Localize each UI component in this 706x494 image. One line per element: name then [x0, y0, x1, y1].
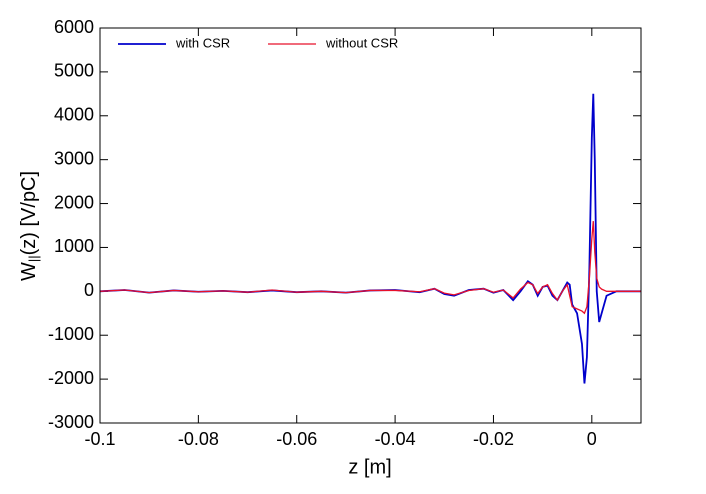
- series-line: [100, 93, 641, 384]
- legend-label: with CSR: [175, 35, 230, 50]
- y-tick-label: 4000: [54, 105, 94, 125]
- y-axis-label-sub: ||: [26, 255, 41, 262]
- y-tick-label: -1000: [48, 324, 94, 344]
- y-tick-label: 3000: [54, 148, 94, 168]
- y-tick-label: -2000: [48, 368, 94, 388]
- y-axis-label-rest: (z) [V/pC]: [18, 171, 40, 255]
- y-tick-label: 0: [84, 280, 94, 300]
- x-tick-label: -0.02: [473, 429, 514, 449]
- x-tick-label: 0: [587, 429, 597, 449]
- x-tick-label: -0.06: [276, 429, 317, 449]
- legend-label: without CSR: [325, 35, 398, 50]
- y-tick-label: 2000: [54, 192, 94, 212]
- y-tick-label: 1000: [54, 236, 94, 256]
- x-tick-label: -0.08: [178, 429, 219, 449]
- series-line: [100, 221, 641, 315]
- x-tick-label: -0.04: [375, 429, 416, 449]
- x-axis-label: z [m]: [348, 456, 391, 478]
- y-axis-label: W||(z) [V/pC]: [18, 171, 41, 281]
- y-axis-label-main: W: [18, 262, 40, 281]
- plot-frame: [99, 27, 642, 424]
- y-tick-label: 6000: [54, 17, 94, 37]
- y-tick-label: -3000: [48, 412, 94, 432]
- x-tick-label: -0.1: [84, 429, 115, 449]
- y-tick-label: 5000: [54, 61, 94, 81]
